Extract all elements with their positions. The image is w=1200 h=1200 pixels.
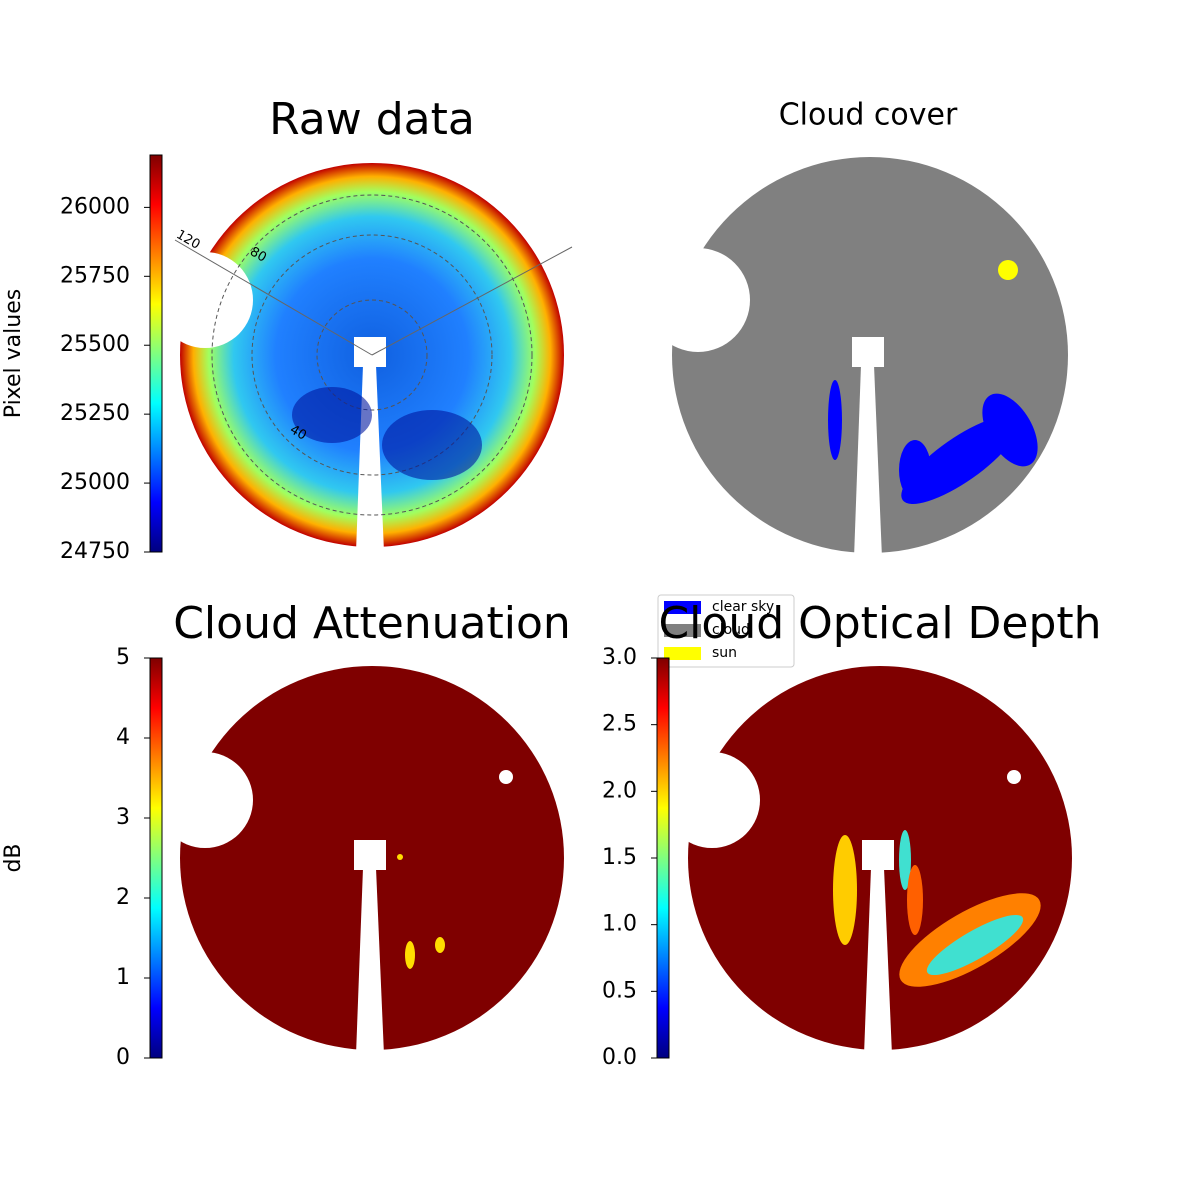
legend-swatch (664, 601, 701, 614)
image-mask (854, 365, 882, 558)
colorbar-tick-label: 2.0 (602, 778, 637, 803)
panel-title: Raw data (269, 94, 475, 145)
polar-label: 40 (287, 422, 309, 443)
image-mask (354, 337, 386, 367)
polar-ring (251, 234, 493, 476)
colorbar-tick-label: 24750 (60, 539, 130, 564)
legend-label: cloud (712, 622, 750, 638)
colorbar-tick-label: 1.5 (602, 845, 637, 870)
colorbar-tick-label: 5 (116, 645, 130, 670)
image-mask (664, 752, 760, 848)
colorbar-tick-label: 1.0 (602, 912, 637, 937)
image-mask (157, 252, 253, 348)
colorbar-label: dB (1, 843, 26, 872)
colorbar-tick-label: 25750 (60, 263, 130, 288)
image-mask (852, 337, 884, 367)
image-mask (646, 248, 750, 352)
colorbar (149, 154, 163, 553)
polar-ring (316, 299, 428, 411)
polar-spoke (174, 239, 373, 356)
thin-region (907, 865, 923, 935)
polar-ring (211, 194, 533, 516)
colorbar-tick-label: 2.5 (602, 712, 637, 737)
thin-region (899, 830, 911, 890)
thin-region (833, 835, 857, 945)
colorbar (656, 657, 670, 1059)
polar-label: 120 (173, 227, 202, 252)
colorbar-tick-label: 0 (116, 1045, 130, 1070)
legend-label: sun (712, 645, 737, 661)
legend-swatch (664, 624, 701, 637)
colorbar-tick-label: 3.0 (602, 645, 637, 670)
colorbar-tick-label: 26000 (60, 194, 130, 219)
panel-title: Cloud Attenuation (173, 598, 571, 649)
dark-patch (382, 410, 482, 480)
sun-mark (998, 260, 1018, 280)
sun-mask (499, 770, 513, 784)
colorbar-tick-label: 0.0 (602, 1045, 637, 1070)
colorbar (149, 657, 163, 1059)
sun-mask (1007, 770, 1021, 784)
colorbar-tick-label: 0.5 (602, 978, 637, 1003)
thin-region (435, 937, 445, 953)
colorbar-tick-label: 25000 (60, 470, 130, 495)
colorbar-label: Pixel values (1, 289, 26, 418)
panel-title: Cloud cover (779, 98, 958, 133)
clear-sky-region (982, 393, 1038, 467)
colorbar-tick-label: 25500 (60, 332, 130, 357)
panel-title: Cloud Optical Depth (658, 598, 1101, 649)
image-mask (862, 840, 894, 870)
thin-region (405, 941, 415, 969)
clear-sky-region (899, 440, 931, 500)
colorbar-tick-label: 1 (116, 965, 130, 990)
image-mask (354, 840, 386, 870)
colorbar-tick-label: 4 (116, 725, 130, 750)
dark-patch (292, 387, 372, 443)
image-mask (356, 868, 384, 1055)
polar-label: 80 (247, 244, 269, 265)
legend-swatch (664, 647, 701, 660)
legend-label: clear sky (712, 599, 774, 615)
colorbar-tick-label: 2 (116, 885, 130, 910)
polar-spoke (371, 246, 573, 356)
thin-region (926, 914, 1024, 976)
image-mask (157, 752, 253, 848)
clear-sky-region (828, 380, 842, 460)
thin-region (397, 854, 403, 860)
colorbar-tick-label: 25250 (60, 401, 130, 426)
colorbar-tick-label: 3 (116, 805, 130, 830)
image-mask (864, 868, 892, 1055)
